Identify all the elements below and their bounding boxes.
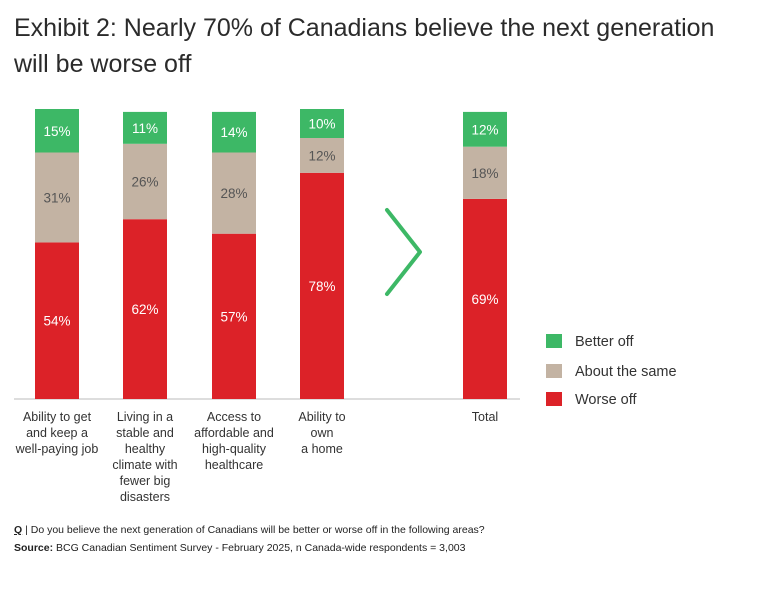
bar-segment-better-off-ability-to-get-and — [35, 109, 79, 153]
bar-segment-worse-off-ability-to-own-a — [300, 172, 344, 399]
data-label-worse-off-living-in-a-stable: 62% — [131, 302, 158, 317]
source-label: Source: — [14, 542, 54, 554]
legend-label: Better off — [575, 334, 635, 350]
chart-title: Exhibit 2: Nearly 70% of Canadians belie… — [14, 14, 715, 78]
data-label-better-off-ability-to-own-a: 10% — [308, 117, 335, 132]
question-mark: Q — [14, 524, 23, 536]
data-label-worse-off-ability-to-get-and: 54% — [43, 314, 70, 329]
x-tick-label: Total — [472, 410, 498, 424]
bar-segment-worse-off-ability-to-get-and — [35, 242, 79, 399]
data-label-worse-off-total: 69% — [471, 292, 498, 307]
bar-access-to-affordable-and: 57% 28% 14% — [212, 111, 256, 399]
bar-segment-about-the-same-ability-to-own-a — [300, 138, 344, 173]
chevron-right-icon — [385, 208, 422, 296]
bar-segment-about-the-same-living-in-a-stable — [123, 143, 167, 220]
x-tick-label: Ability to get and keep a well-paying job — [15, 410, 99, 456]
data-label-better-off-living-in-a-stable: 11% — [132, 121, 158, 136]
question-text: | Do you believe the next generation of … — [22, 524, 485, 536]
bar-segment-better-off-total — [463, 111, 507, 147]
x-tick-label: Access to affordable and high-quality healt… — [194, 410, 274, 472]
legend-swatch — [546, 392, 562, 406]
bar-segment-better-off-ability-to-own-a — [300, 109, 344, 138]
source-footnote: Source: BCG Canadian Sentiment Survey - … — [14, 542, 754, 554]
x-tick-label: Living in a stable and healthy climate with… — [112, 410, 177, 504]
bar-segment-worse-off-access-to-affordable-and — [212, 233, 256, 399]
x-tick-label: Ability to own a home — [298, 410, 345, 456]
data-label-better-off-ability-to-get-and: 15% — [43, 124, 70, 139]
data-label-about-the-same-living-in-a-stable: 26% — [131, 175, 158, 190]
data-label-better-off-total: 12% — [471, 122, 498, 137]
data-label-about-the-same-access-to-affordable-and: 28% — [220, 186, 247, 201]
bar-segment-better-off-access-to-affordable-and — [212, 111, 256, 153]
bar-segment-about-the-same-access-to-affordable-and — [212, 152, 256, 234]
question-footnote: Q | Do you believe the next generation o… — [14, 524, 754, 536]
data-label-about-the-same-ability-to-own-a: 12% — [308, 148, 335, 163]
data-label-about-the-same-ability-to-get-and: 31% — [43, 190, 70, 205]
bar-ability-to-get-and: 54% 31% 15% — [35, 109, 79, 399]
legend-item-better-off: Better off — [546, 334, 635, 350]
bar-segment-worse-off-total — [463, 198, 507, 399]
data-label-about-the-same-total: 18% — [471, 166, 498, 181]
data-label-better-off-access-to-affordable-and: 14% — [220, 125, 247, 140]
bar-segment-about-the-same-total — [463, 146, 507, 199]
data-label-worse-off-ability-to-own-a: 78% — [308, 279, 335, 294]
legend-swatch — [546, 364, 562, 378]
bar-segment-better-off-living-in-a-stable — [123, 111, 167, 144]
bar-total: 69% 18% 12% — [463, 111, 507, 399]
bar-segment-about-the-same-ability-to-get-and — [35, 152, 79, 243]
legend-item-worse-off: Worse off — [546, 392, 637, 408]
legend-label: Worse off — [575, 392, 637, 408]
data-label-worse-off-access-to-affordable-and: 57% — [220, 309, 247, 324]
bar-segment-worse-off-living-in-a-stable — [123, 219, 167, 399]
legend-swatch — [546, 334, 562, 348]
bar-living-in-a-stable: 62% 26% 11% — [123, 111, 167, 399]
legend-label: About the same — [575, 364, 677, 380]
legend-item-about-the-same: About the same — [546, 364, 677, 380]
source-text: BCG Canadian Sentiment Survey - February… — [53, 542, 466, 554]
bar-ability-to-own-a: 78% 12% 10% — [300, 109, 344, 399]
